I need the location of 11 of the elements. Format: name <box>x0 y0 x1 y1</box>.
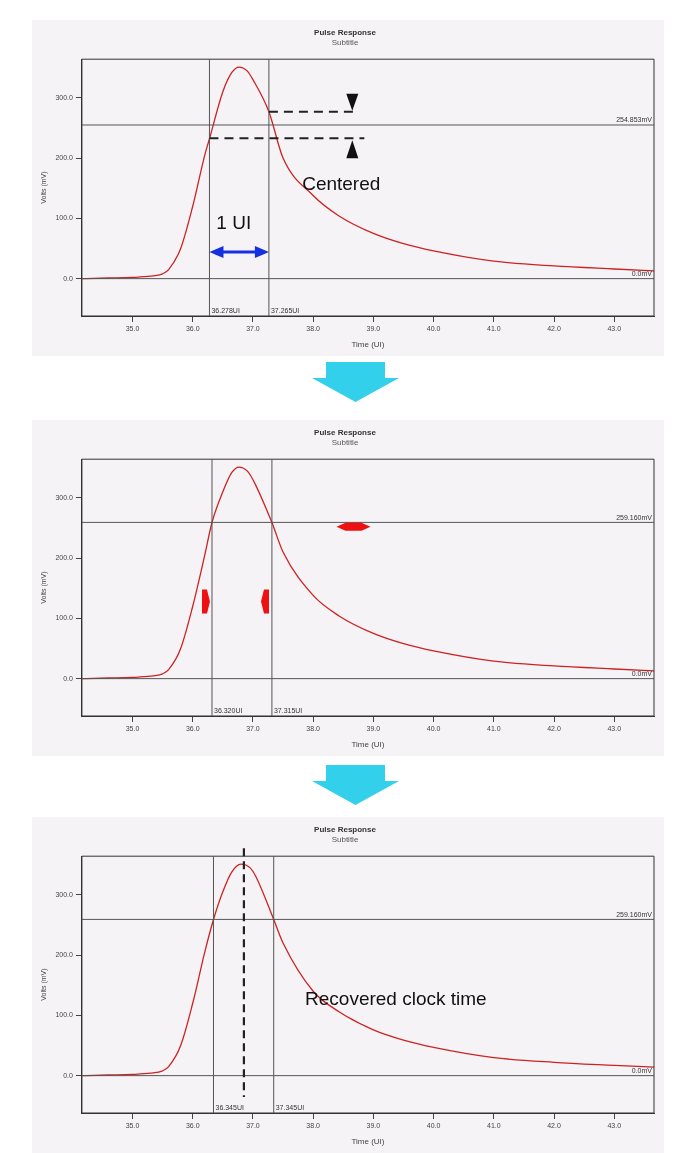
x-axis-title: Time (UI) <box>351 740 385 750</box>
chart-subtitle: Subtitle <box>331 834 359 844</box>
chart-subtitle: Subtitle <box>331 37 359 47</box>
x-axis-title: Time (UI) <box>351 1137 385 1147</box>
x-axis-title: Time (UI) <box>351 340 385 350</box>
annotation: Centered <box>302 173 381 195</box>
chart-subtitle: Subtitle <box>331 437 359 447</box>
annotation: 1 UI <box>216 211 252 233</box>
chart-title: Pulse Response <box>314 28 377 37</box>
chart-title: Pulse Response <box>314 825 377 834</box>
chart-title: Pulse Response <box>314 428 377 437</box>
